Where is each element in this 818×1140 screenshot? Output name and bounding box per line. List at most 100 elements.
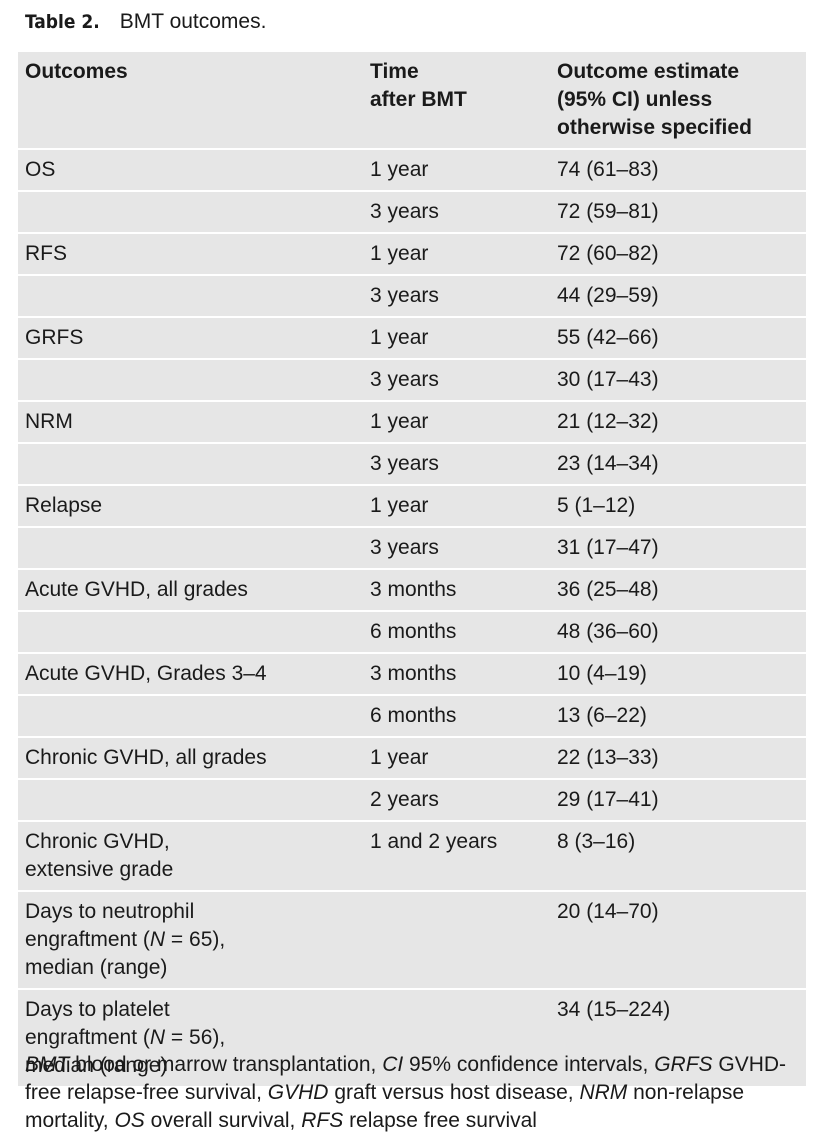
header-cell: Outcome estimate (95% CI) unless otherwi… [550, 52, 806, 150]
header-row: Outcomes Time after BMT Outcome estimate (… [18, 52, 806, 150]
table-cell: 36 (25–48) [550, 569, 806, 612]
table-cell: 1 year [363, 737, 550, 780]
table-row: Acute GVHD, all grades 3 months 36 (25–48) [18, 569, 806, 612]
table-cell: 8 (3–16) [550, 821, 806, 892]
table-cell: 72 (59–81) [550, 191, 806, 234]
table-cell: OS [18, 149, 363, 192]
cell-text: N [149, 928, 166, 951]
table-cell: 23 (14–34) [550, 443, 806, 486]
footnote: BMT blood or marrow transplantation, CI … [25, 1051, 800, 1135]
table-cell: 55 (42–66) [550, 317, 806, 360]
footnote-abbr: GRFS [654, 1053, 713, 1076]
footnote-abbr: NRM [579, 1081, 628, 1104]
table-label: Table 2. [25, 11, 100, 33]
empty-cell [18, 275, 363, 318]
table-cell: Acute GVHD, Grades 3–4 [18, 653, 363, 696]
empty-cell [18, 695, 363, 738]
table-cell: 74 (61–83) [550, 149, 806, 192]
table-cell: Chronic GVHD, extensive grade [18, 821, 363, 892]
table-cell: 48 (36–60) [550, 611, 806, 654]
footnote-abbr: CI [382, 1053, 404, 1076]
table-cell: 3 months [363, 653, 550, 696]
empty-cell [18, 359, 363, 402]
footnote-text: relapse free survival [349, 1109, 537, 1132]
footnote-text: non-relapse mortality, [25, 1081, 745, 1132]
table-row: 3 years 30 (17–43) [18, 359, 806, 402]
table-cell: 30 (17–43) [550, 359, 806, 402]
footnote-abbr: BMT [25, 1053, 70, 1076]
table-row: Chronic GVHD, extensive grade 1 and 2 yea… [18, 821, 806, 892]
footnote-abbr: GVHD [267, 1081, 329, 1104]
table-cell: 20 (14–70) [550, 891, 806, 990]
empty-cell [18, 191, 363, 234]
table-cell: RFS [18, 233, 363, 276]
table-cell: 6 months [363, 611, 550, 654]
table-row: Relapse 1 year 5 (1–12) [18, 485, 806, 528]
table-cell: 34 (15–224) [550, 989, 806, 1088]
cell-text: = 56), median (range) [25, 1026, 226, 1077]
table-cell: 3 years [363, 359, 550, 402]
table-row: 6 months 48 (36–60) [18, 611, 806, 654]
footnote-text: GVHD-free relapse-free survival, [25, 1053, 787, 1104]
table-cell: 5 (1–12) [550, 485, 806, 528]
table-row: Days to platelet engraftment (N = 56), m… [18, 989, 806, 1088]
cell-text: Days to neutrophil engraftment ( [25, 900, 195, 951]
footnote-abbr: RFS [301, 1109, 344, 1132]
table-cell: 1 year [363, 485, 550, 528]
cell-text: N [149, 1026, 166, 1049]
footnote-text: blood or marrow transplantation, [75, 1053, 377, 1076]
cell-text: = 65), median (range) [25, 928, 226, 979]
table-cell: 10 (4–19) [550, 653, 806, 696]
table-cell: 72 (60–82) [550, 233, 806, 276]
table-cell: Days to platelet engraftment (N = 56), m… [18, 989, 363, 1088]
table-cell: Relapse [18, 485, 363, 528]
table-cell: 21 (12–32) [550, 401, 806, 444]
table-cell: 3 years [363, 275, 550, 318]
table-cell: Acute GVHD, all grades [18, 569, 363, 612]
table-cell: 3 years [363, 191, 550, 234]
table-cell: 3 years [363, 527, 550, 570]
table-row: OS 1 year 74 (61–83) [18, 149, 806, 192]
table: Outcomes Time after BMT Outcome estimate (… [18, 52, 806, 1088]
empty-cell [363, 891, 550, 990]
header-cell: Outcomes [18, 52, 363, 150]
table-row: 3 years 31 (17–47) [18, 527, 806, 570]
table-cell: Days to neutrophil engraftment (N = 65),… [18, 891, 363, 990]
table-row: Days to neutrophil engraftment (N = 65),… [18, 891, 806, 990]
empty-cell [18, 779, 363, 822]
table-title: Table 2. BMT outcomes. [25, 10, 266, 34]
table-cell: 29 (17–41) [550, 779, 806, 822]
table-row: 6 months 13 (6–22) [18, 695, 806, 738]
table-cell: 1 year [363, 401, 550, 444]
footnote-abbr: OS [114, 1109, 145, 1132]
table-row: GRFS 1 year 55 (42–66) [18, 317, 806, 360]
footnote-text: overall survival, [150, 1109, 296, 1132]
table-cell: 31 (17–47) [550, 527, 806, 570]
table-row: 3 years 72 (59–81) [18, 191, 806, 234]
table-cell: 1 and 2 years [363, 821, 550, 892]
empty-cell [18, 443, 363, 486]
footnote-text: graft versus host disease, [334, 1081, 574, 1104]
table-cell: NRM [18, 401, 363, 444]
table-row: 3 years 44 (29–59) [18, 275, 806, 318]
table-row: Chronic GVHD, all grades 1 year 22 (13–33) [18, 737, 806, 780]
table-cell: 1 year [363, 149, 550, 192]
table-cell: 1 year [363, 317, 550, 360]
table-cell: 3 years [363, 443, 550, 486]
table-cell: 22 (13–33) [550, 737, 806, 780]
table-cell: 3 months [363, 569, 550, 612]
table-cell: 1 year [363, 233, 550, 276]
table-cell: GRFS [18, 317, 363, 360]
empty-cell [18, 611, 363, 654]
table-cell: Chronic GVHD, all grades [18, 737, 363, 780]
header-cell: Time after BMT [363, 52, 550, 150]
table-row: Acute GVHD, Grades 3–4 3 months 10 (4–19) [18, 653, 806, 696]
table-caption: BMT outcomes. [119, 10, 267, 33]
table-cell: 2 years [363, 779, 550, 822]
empty-cell [363, 989, 550, 1088]
table-row: 2 years 29 (17–41) [18, 779, 806, 822]
table-row: RFS 1 year 72 (60–82) [18, 233, 806, 276]
table-cell: 6 months [363, 695, 550, 738]
table-row: NRM 1 year 21 (12–32) [18, 401, 806, 444]
